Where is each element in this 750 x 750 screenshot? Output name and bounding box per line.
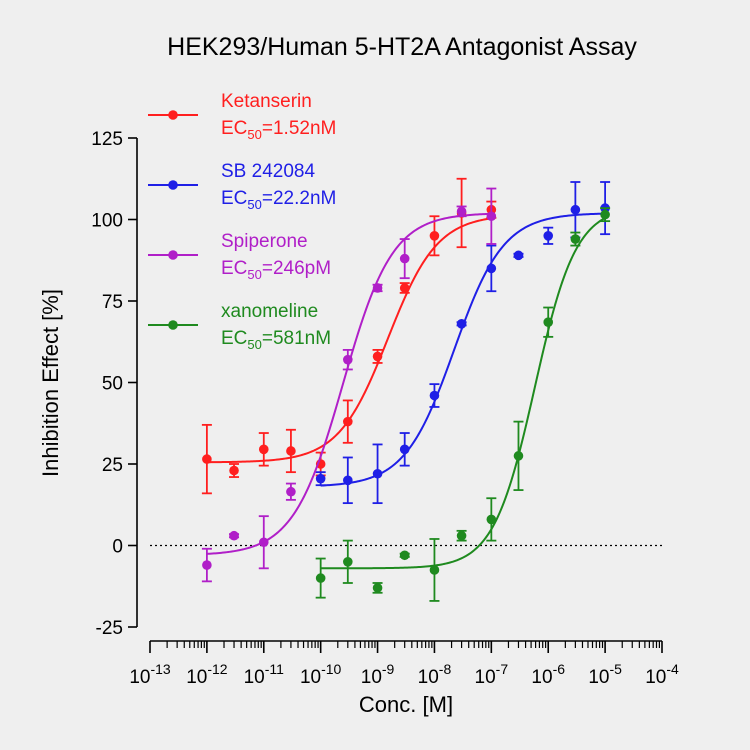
data-point: [315, 473, 326, 484]
data-point: [600, 209, 610, 220]
data-point: [202, 560, 212, 570]
legend-series-name: xanomeline: [221, 301, 318, 322]
legend-marker: [168, 180, 178, 190]
data-point: [202, 454, 212, 464]
data-point: [429, 565, 440, 575]
series-xanomeline: [315, 207, 611, 602]
data-point: [343, 354, 353, 365]
y-tick-label: 0: [112, 537, 123, 558]
data-point: [486, 514, 497, 525]
legend-ec50-label: EC50=246pM: [221, 258, 331, 282]
fit-curve: [320, 212, 606, 487]
data-point: [543, 317, 554, 327]
data-point: [429, 390, 440, 401]
x-tick-label: 10-13: [129, 661, 171, 688]
data-point: [399, 253, 410, 264]
data-point: [429, 231, 440, 241]
y-axis-label: Inhibition Effect [%]: [38, 289, 63, 477]
data-point: [486, 263, 497, 274]
data-point: [286, 446, 296, 456]
data-point: [372, 583, 383, 593]
legend-marker: [168, 320, 178, 330]
data-point: [258, 537, 269, 548]
chart-title: HEK293/Human 5-HT2A Antagonist Assay: [167, 33, 637, 61]
data-point: [543, 231, 554, 241]
x-tick-label: 10-11: [244, 661, 285, 688]
data-point: [513, 451, 524, 461]
x-tick-label: 10-6: [531, 661, 565, 688]
data-point: [372, 351, 383, 362]
data-point: [229, 530, 239, 541]
data-point: [286, 486, 296, 497]
data-point: [513, 250, 524, 261]
y-tick-label: -25: [96, 618, 123, 639]
data-point: [456, 530, 467, 541]
data-point: [399, 444, 410, 455]
plot-area: -25 0 25 50 75 100 125 10-13 10-12 10-11 10-10 10-9…: [91, 129, 679, 688]
series-sb-242084: [315, 181, 611, 505]
data-point: [343, 475, 353, 486]
legend: Ketanserin EC50=1.52nM SB 242084 EC50=22.2n…: [148, 91, 336, 352]
data-point: [456, 319, 467, 329]
y-tick-label: 50: [102, 374, 123, 395]
x-tick-label: 10-9: [361, 661, 395, 688]
legend-series-name: Ketanserin: [221, 91, 312, 112]
x-tick-label: 10-12: [186, 661, 228, 688]
legend-ec50-label: EC50=581nM: [221, 328, 331, 352]
y-tick-label: 75: [102, 292, 123, 313]
x-tick-label: 10-4: [645, 661, 679, 688]
x-tick-label: 10-7: [475, 661, 509, 688]
legend-ec50-label: EC50=1.52nM: [221, 118, 336, 142]
legend-series-name: SB 242084: [221, 161, 315, 182]
data-point: [486, 211, 497, 222]
data-point: [570, 204, 581, 215]
data-point: [372, 283, 383, 293]
y-tick-label: 100: [91, 211, 123, 232]
x-tick-label: 10-8: [418, 661, 452, 688]
data-point: [570, 234, 581, 244]
data-point: [372, 468, 383, 479]
x-axis-label: Conc. [M]: [359, 692, 453, 717]
data-point: [315, 573, 326, 583]
data-point: [399, 283, 410, 293]
y-tick-label: 125: [91, 129, 123, 150]
y-tick-label: 25: [102, 455, 123, 476]
legend-marker: [168, 110, 178, 120]
legend-series-name: Spiperone: [221, 231, 308, 252]
data-point: [343, 416, 353, 427]
data-point: [258, 444, 269, 455]
data-point: [343, 557, 353, 567]
legend-marker: [168, 250, 178, 260]
data-point: [456, 206, 467, 217]
x-tick-label: 10-10: [300, 661, 342, 688]
data-point: [399, 550, 410, 561]
fit-curve: [320, 217, 606, 570]
legend-ec50-label: EC50=22.2nM: [221, 188, 336, 212]
series-spiperone: [201, 187, 497, 583]
x-tick-label: 10-5: [588, 661, 622, 688]
data-point: [229, 465, 239, 476]
